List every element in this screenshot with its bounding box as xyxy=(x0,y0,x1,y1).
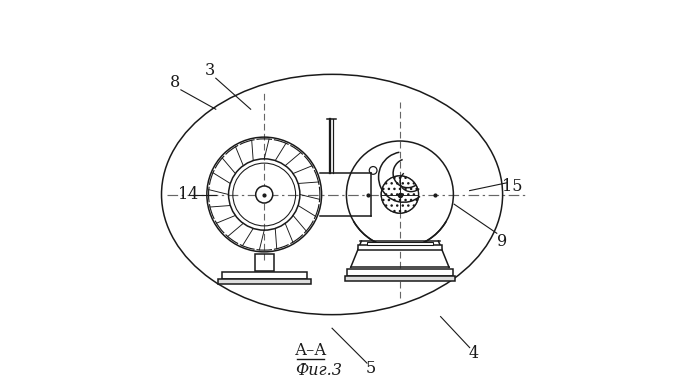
Bar xyxy=(347,269,453,276)
Text: Фиг.3: Фиг.3 xyxy=(295,362,342,378)
Text: 5: 5 xyxy=(366,361,376,377)
Bar xyxy=(222,272,307,279)
Bar xyxy=(217,279,311,284)
Circle shape xyxy=(256,186,273,203)
Text: 3: 3 xyxy=(205,62,215,79)
Text: 15: 15 xyxy=(502,178,523,195)
Text: 8: 8 xyxy=(170,74,180,91)
Bar xyxy=(357,245,442,250)
Text: 9: 9 xyxy=(498,233,507,249)
Text: 4: 4 xyxy=(468,345,479,362)
Bar xyxy=(254,254,274,271)
Bar xyxy=(367,242,433,245)
Text: А–А: А–А xyxy=(294,342,327,359)
Text: 14: 14 xyxy=(178,186,199,203)
Bar xyxy=(345,276,455,281)
Circle shape xyxy=(381,176,419,213)
